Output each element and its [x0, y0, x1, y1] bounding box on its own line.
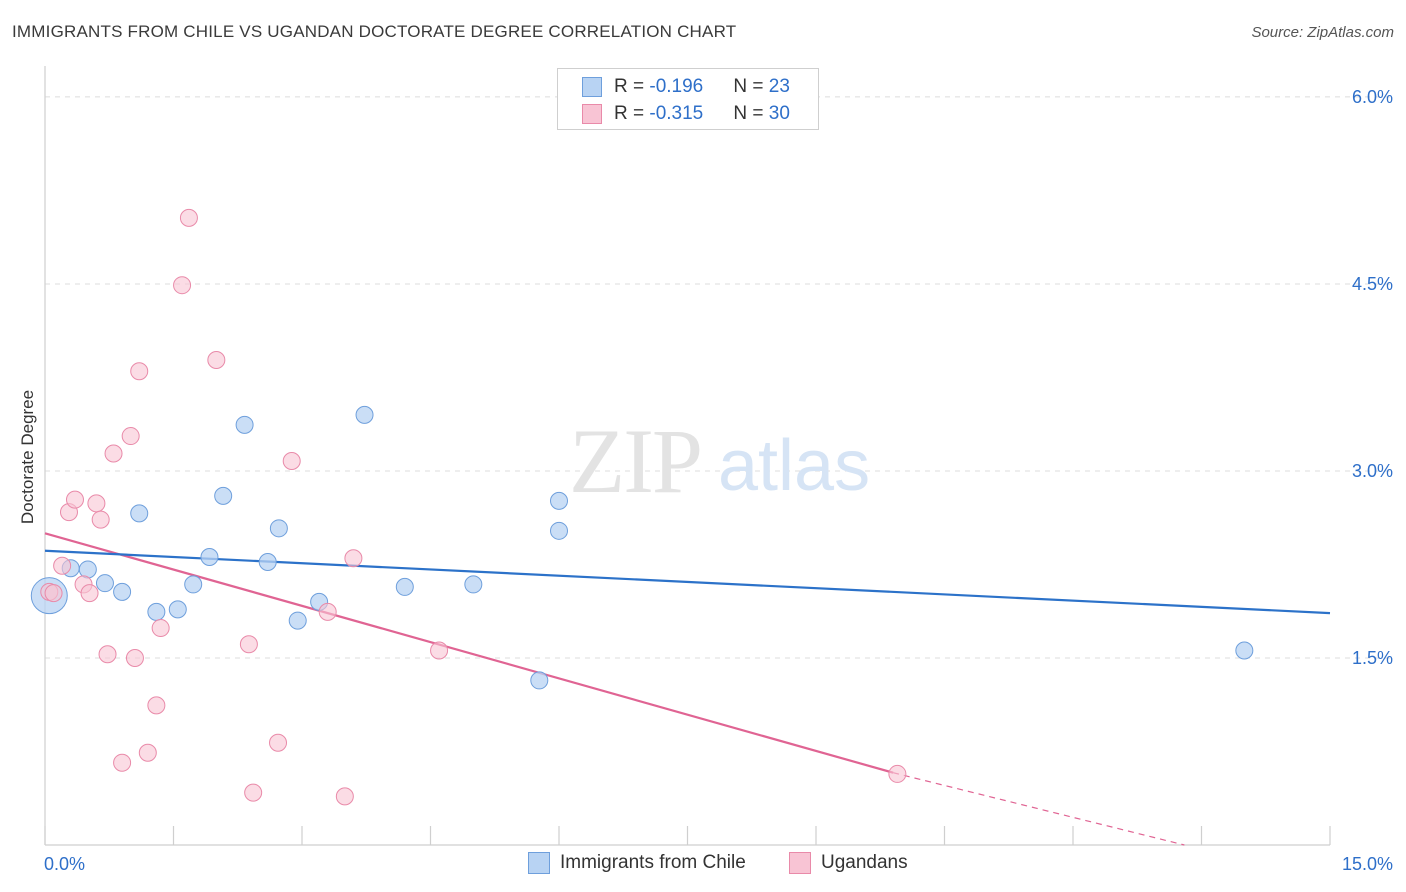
- ugandans-point: [91, 510, 110, 529]
- ugandans-point: [113, 753, 132, 772]
- stats-legend-row-chile: R = -0.196 N = 23: [582, 75, 790, 99]
- ugandans-trend-extension: [892, 772, 1185, 846]
- legend-item-chile: Immigrants from Chile: [528, 852, 746, 874]
- ugandans-point: [318, 602, 337, 621]
- x-tick-label: 0.0%: [44, 854, 85, 874]
- ugandans-point: [207, 351, 226, 370]
- ugandans-point: [151, 619, 170, 638]
- ugandans-point: [125, 648, 144, 667]
- chile-point: [235, 415, 254, 434]
- r-label: R =: [614, 76, 650, 97]
- ugandans-point: [65, 490, 84, 509]
- n-value: 30: [768, 103, 790, 124]
- grid-lines: [45, 96, 1395, 659]
- chile-point: [214, 486, 233, 505]
- pink-swatch: [582, 104, 602, 124]
- chile-point: [113, 582, 132, 601]
- ugandans-point: [147, 696, 166, 715]
- chile-point: [95, 574, 114, 593]
- ugandans-point: [98, 645, 117, 664]
- tick-labels: 1.5% 3.0% 4.5% 6.0% 0.0% 15.0%: [44, 87, 1393, 874]
- chile-point: [258, 552, 277, 571]
- ugandans-point: [138, 743, 157, 762]
- ugandans-point: [430, 641, 449, 660]
- ugandans-point: [282, 451, 301, 470]
- ugandans-point: [269, 733, 288, 752]
- ugandans-point: [888, 764, 907, 783]
- ugandans-point: [53, 556, 72, 575]
- watermark: ZIP atlas: [569, 410, 870, 512]
- ugandans-point: [104, 444, 123, 463]
- ugandans-point: [179, 208, 198, 227]
- ugandans-point: [44, 584, 63, 603]
- data-points: [30, 208, 1254, 806]
- n-label: N =: [733, 76, 769, 97]
- chile-point: [530, 671, 549, 690]
- ugandans-point: [239, 635, 258, 654]
- stats-legend-row-ugandans: R = -0.315 N = 30: [582, 102, 790, 126]
- blue-swatch: [582, 77, 602, 97]
- chile-point: [395, 577, 414, 596]
- legend-label-ugandans: Ugandans: [821, 852, 908, 873]
- chile-point: [269, 519, 288, 538]
- ugandans-trend-line: [44, 532, 894, 774]
- ugandans-point: [344, 549, 363, 568]
- chile-point: [1235, 641, 1254, 660]
- axes: [44, 66, 1331, 846]
- r-label: R =: [614, 103, 650, 124]
- y-axis-label: Doctorate Degree: [18, 390, 37, 524]
- chile-point: [288, 611, 307, 630]
- chile-point: [78, 560, 97, 579]
- ugandans-point: [121, 427, 140, 446]
- chile-point: [184, 575, 203, 594]
- chile-point: [147, 602, 166, 621]
- chile-trend-line: [44, 549, 1331, 615]
- chile-point: [130, 504, 149, 523]
- chile-point: [550, 491, 568, 510]
- ugandans-point: [244, 783, 263, 802]
- n-value: 23: [768, 76, 790, 97]
- blue-swatch: [528, 852, 550, 874]
- y-tick-label: 1.5%: [1352, 648, 1393, 668]
- ugandans-point: [80, 584, 99, 603]
- legend-item-ugandans: Ugandans: [789, 852, 908, 874]
- r-value: -0.196: [649, 76, 704, 97]
- y-tick-label: 4.5%: [1352, 274, 1393, 294]
- stats-legend: R = -0.196 N = 23 R = -0.315 N = 30: [557, 68, 819, 130]
- pink-swatch: [789, 852, 811, 874]
- chile-point: [200, 547, 219, 566]
- trend-lines: [44, 532, 1331, 846]
- r-value: -0.315: [649, 103, 704, 124]
- watermark-atlas: atlas: [718, 426, 870, 506]
- chart-title: IMMIGRANTS FROM CHILE VS UGANDAN DOCTORA…: [12, 22, 737, 41]
- legend-label-chile: Immigrants from Chile: [560, 852, 746, 873]
- ugandans-point: [87, 494, 106, 513]
- chile-point: [550, 521, 568, 540]
- source-label: Source: ZipAtlas.com: [1251, 24, 1394, 41]
- n-label: N =: [733, 103, 769, 124]
- watermark-zip: ZIP: [569, 410, 701, 512]
- y-tick-label: 6.0%: [1352, 87, 1393, 107]
- ugandans-point: [335, 787, 354, 806]
- ugandans-point: [173, 276, 192, 295]
- ugandans-point: [130, 362, 149, 381]
- chile-point: [464, 575, 483, 594]
- x-tick-label: 15.0%: [1342, 854, 1393, 874]
- chile-point: [168, 600, 187, 619]
- y-tick-label: 3.0%: [1352, 461, 1393, 481]
- chile-point: [355, 405, 374, 424]
